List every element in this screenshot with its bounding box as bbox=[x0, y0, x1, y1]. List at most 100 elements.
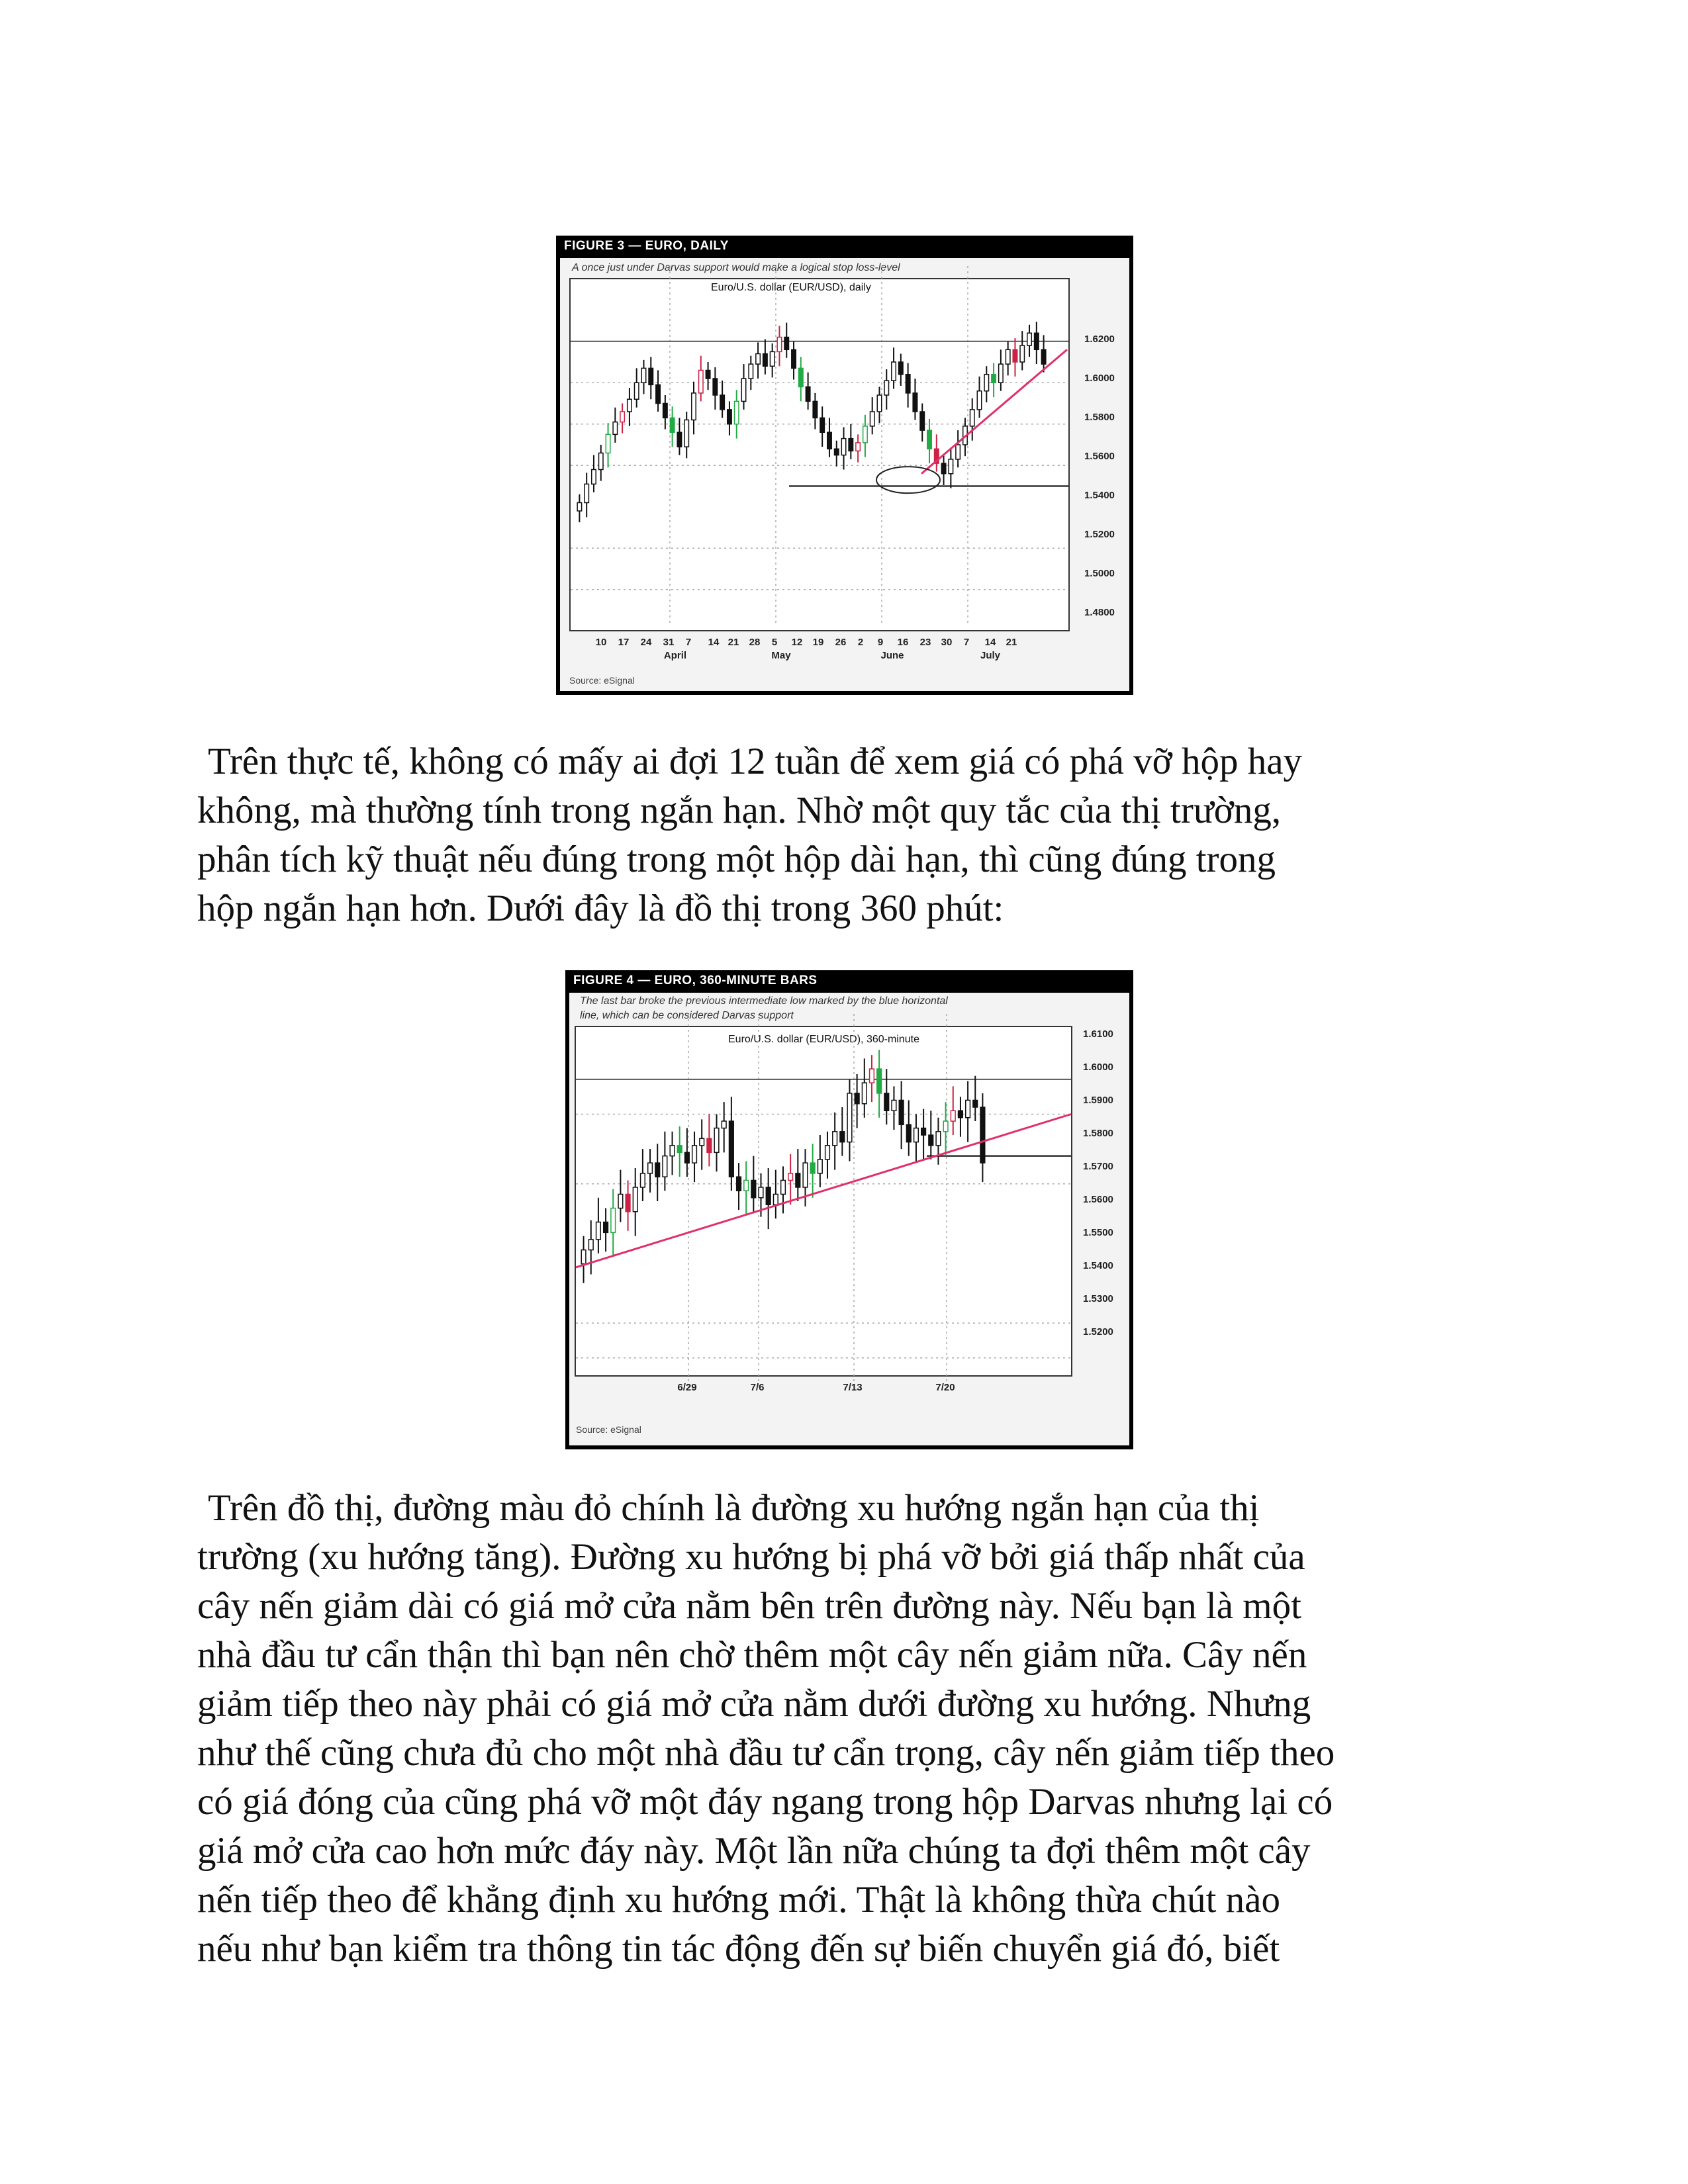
candle-body bbox=[677, 432, 682, 447]
candle-body bbox=[625, 1193, 631, 1212]
candle-body bbox=[588, 1239, 594, 1251]
candle-body bbox=[773, 1193, 778, 1206]
body-paragraph-1: Trên thực tế, không có mấy ai đợi 12 tuầ… bbox=[197, 737, 1484, 933]
highlight-ellipse bbox=[876, 466, 941, 494]
candle-body bbox=[1005, 349, 1011, 365]
text-line: trường (xu hướng tăng). Đường xu hướng b… bbox=[197, 1536, 1305, 1578]
candle-body bbox=[698, 369, 704, 394]
candle-body bbox=[605, 433, 611, 454]
y-tick-label: 1.5200 bbox=[1083, 1326, 1113, 1338]
x-tick-label: 7 bbox=[963, 637, 970, 648]
candle-body bbox=[869, 411, 875, 427]
candle-body bbox=[655, 1162, 661, 1177]
candle-body bbox=[612, 421, 618, 435]
candle-body bbox=[898, 361, 904, 375]
text-line: cây nến giảm dài có giá mở cửa nằm bên t… bbox=[197, 1585, 1301, 1627]
y-tick-label: 1.5400 bbox=[1083, 1260, 1113, 1271]
x-tick-label: 19 bbox=[812, 637, 824, 648]
candle-body bbox=[876, 1068, 882, 1094]
candle-body bbox=[832, 1131, 838, 1146]
trendline bbox=[575, 1113, 1072, 1269]
candle-body bbox=[610, 1207, 616, 1234]
x-axis: 6/29 7/6 7/13 7/20 bbox=[575, 1382, 1072, 1402]
candle-body bbox=[884, 380, 890, 396]
candle-body bbox=[590, 469, 596, 485]
candle-body bbox=[847, 1093, 853, 1143]
caption-line: line, which can be considered Darvas sup… bbox=[580, 1010, 794, 1021]
candle-body bbox=[598, 452, 604, 471]
candle-body bbox=[826, 432, 832, 449]
x-tick-label: 7/6 bbox=[750, 1382, 765, 1393]
candle-body bbox=[662, 1155, 668, 1177]
text-line: có giá đóng của cũng phá vỡ một đáy ngan… bbox=[197, 1781, 1333, 1823]
candle-body bbox=[848, 437, 854, 452]
candle-body bbox=[669, 417, 675, 433]
y-tick-label: 1.5200 bbox=[1084, 529, 1115, 540]
candle-body bbox=[820, 417, 825, 433]
y-tick-label: 1.5800 bbox=[1083, 1128, 1113, 1139]
figure-caption: The last bar broke the previous intermed… bbox=[580, 994, 948, 1023]
x-tick-label: 24 bbox=[640, 637, 652, 648]
x-tick-label: 10 bbox=[595, 637, 607, 648]
candle-body bbox=[941, 463, 947, 475]
month-label: June bbox=[880, 650, 904, 661]
y-tick-label: 1.6200 bbox=[1084, 334, 1115, 345]
text-line: nếu như bạn kiểm tra thông tin tác động … bbox=[197, 1928, 1280, 1970]
x-tick-label: 5 bbox=[771, 637, 778, 648]
y-tick-label: 1.5700 bbox=[1083, 1161, 1113, 1172]
candle-body bbox=[626, 398, 632, 412]
candle-body bbox=[980, 1107, 986, 1163]
candle-body bbox=[1027, 332, 1033, 346]
text-line: phân tích kỹ thuật nếu đúng trong một hộ… bbox=[197, 839, 1276, 880]
figure-body: The last bar broke the previous intermed… bbox=[569, 993, 1129, 1445]
candle-body bbox=[632, 1187, 638, 1212]
candle-body bbox=[839, 1131, 845, 1143]
candle-body bbox=[943, 1120, 949, 1132]
candle-body bbox=[748, 363, 754, 379]
candle-body bbox=[784, 336, 790, 350]
trendline bbox=[921, 349, 1068, 475]
candle-body bbox=[913, 1127, 919, 1143]
candle-body bbox=[812, 400, 818, 419]
candle-body bbox=[648, 367, 654, 386]
candle-body bbox=[647, 1162, 653, 1174]
candle-body bbox=[868, 1068, 875, 1083]
candle-body bbox=[919, 411, 925, 431]
text-line: không, mà thường tính trong ngắn hạn. Nh… bbox=[197, 790, 1282, 831]
candle-body bbox=[755, 353, 761, 365]
text-line: như thế cũng chưa đủ cho một nhà đầu tư … bbox=[197, 1732, 1335, 1774]
y-tick-label: 1.5800 bbox=[1084, 412, 1115, 423]
candle-body bbox=[833, 448, 839, 456]
x-tick-label: 14 bbox=[984, 637, 996, 648]
x-tick-label: 9 bbox=[877, 637, 884, 648]
month-label: July bbox=[980, 650, 1001, 661]
plot-title: Euro/U.S. dollar (EUR/USD), 360-minute bbox=[728, 1034, 919, 1045]
x-tick-label: 21 bbox=[1006, 637, 1017, 648]
y-tick-label: 1.5400 bbox=[1084, 490, 1115, 501]
candle-body bbox=[950, 1110, 956, 1122]
figure-euro-daily: FIGURE 3 — EURO, DAILY A once just under… bbox=[556, 236, 1133, 695]
x-tick-label: 16 bbox=[897, 637, 909, 648]
figure-title: FIGURE 4 — EURO, 360-MINUTE BARS bbox=[573, 974, 818, 987]
candle-body bbox=[762, 353, 768, 367]
x-tick-label: 14 bbox=[708, 637, 720, 648]
candle-body bbox=[802, 1162, 808, 1188]
y-tick-label: 1.6000 bbox=[1083, 1062, 1113, 1073]
y-tick-label: 1.6000 bbox=[1084, 373, 1115, 384]
candle-body bbox=[798, 367, 804, 388]
figure-caption: A once just under Darvas support would m… bbox=[572, 262, 900, 273]
candle-body bbox=[706, 1138, 712, 1154]
candle-body bbox=[805, 386, 811, 402]
y-axis: 1.6100 1.6000 1.5900 1.5800 1.5700 1.560… bbox=[1076, 1026, 1129, 1377]
figure-body: A once just under Darvas support would m… bbox=[560, 258, 1129, 691]
candle-body bbox=[891, 361, 897, 381]
x-tick-label: 2 bbox=[857, 637, 864, 648]
y-tick-label: 1.5500 bbox=[1083, 1227, 1113, 1238]
figure-title: FIGURE 3 — EURO, DAILY bbox=[564, 239, 729, 253]
text-line: giảm tiếp theo này phải có giá mở cửa nằ… bbox=[197, 1683, 1311, 1725]
candle-body bbox=[735, 1176, 742, 1191]
candle-body bbox=[810, 1162, 816, 1174]
candle-body bbox=[714, 1127, 720, 1154]
y-tick-label: 1.5900 bbox=[1083, 1095, 1113, 1106]
candle-body bbox=[817, 1159, 823, 1174]
